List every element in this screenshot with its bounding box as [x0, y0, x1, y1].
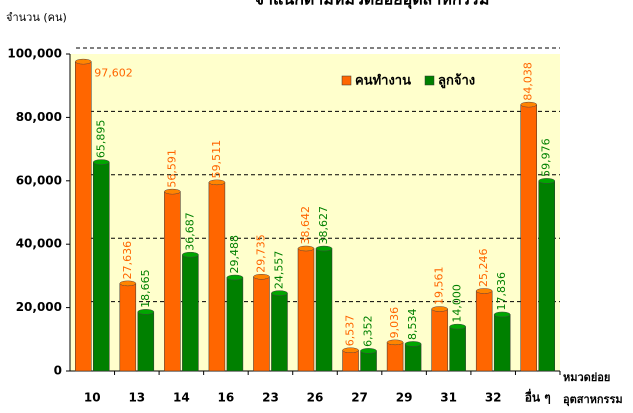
x-tick-label: 16 — [218, 391, 235, 405]
bar — [386, 342, 404, 372]
bar-top — [538, 178, 555, 184]
bar — [119, 283, 137, 372]
x-tick-label: 32 — [485, 391, 502, 405]
y-axis-label: จำนวน (คน) — [6, 11, 67, 24]
data-label: 6,352 — [362, 315, 375, 347]
bar — [182, 254, 199, 372]
chart-title: จำแนกตามหมวดย่อยอุตสาหกรรม — [255, 0, 490, 10]
data-label: 65,895 — [94, 120, 107, 159]
bar-top — [119, 280, 137, 287]
bar — [520, 104, 537, 372]
bar — [93, 161, 110, 372]
x-tick-label: 29 — [396, 391, 413, 405]
y-tick-label: 0 — [54, 364, 62, 378]
data-label: 29,488 — [228, 235, 241, 274]
bar — [538, 180, 555, 372]
bar — [253, 276, 270, 372]
data-label: 84,038 — [522, 62, 535, 101]
y-tick-label: 40,000 — [16, 237, 62, 251]
data-label: 97,602 — [94, 67, 133, 80]
bar — [493, 314, 511, 372]
data-label: 8,534 — [406, 308, 419, 340]
legend-label: ลูกจ้าง — [438, 73, 475, 89]
bar — [164, 191, 181, 372]
x-tick-label: 23 — [262, 391, 279, 405]
bar-top — [475, 288, 493, 294]
data-label: 17,836 — [495, 272, 508, 311]
legend-swatch — [424, 75, 435, 86]
x-tick-label: 26 — [307, 391, 324, 405]
bar — [297, 248, 315, 372]
bar-top — [182, 251, 199, 258]
bar-top — [253, 273, 270, 280]
bar-top — [520, 101, 537, 108]
data-label: 59,976 — [540, 138, 553, 177]
bar — [75, 61, 92, 372]
bar-top — [342, 347, 359, 354]
x-axis-label: หมวดย่อย — [563, 371, 610, 384]
bar — [208, 182, 226, 372]
x-tick-label: 27 — [351, 391, 368, 405]
bar-top — [164, 188, 181, 195]
bar — [137, 311, 155, 372]
data-label: 9,036 — [388, 307, 401, 339]
bar — [431, 308, 448, 372]
x-tick-label: 10 — [84, 391, 101, 405]
data-label: 14,000 — [451, 284, 464, 323]
data-label: 36,687 — [183, 212, 196, 251]
data-label: 29,735 — [254, 234, 267, 273]
bar-top — [386, 339, 404, 346]
data-label: 56,591 — [165, 149, 178, 188]
data-label: 38,627 — [317, 206, 330, 245]
data-label: 18,665 — [139, 269, 152, 308]
x-axis-label: อุตสาหกรรม — [563, 393, 623, 407]
bar — [315, 248, 333, 372]
data-label: 24,557 — [272, 251, 285, 290]
bar-top — [297, 245, 315, 252]
bar-top — [431, 306, 448, 312]
bar-top — [226, 274, 244, 281]
legend-label: คนทำงาน — [355, 73, 411, 89]
bar-top — [449, 323, 466, 330]
bar-top — [360, 348, 377, 354]
data-label: 59,511 — [210, 140, 223, 179]
bar-top — [93, 159, 110, 165]
x-tick-label: 13 — [128, 391, 145, 405]
bar-top — [493, 311, 511, 318]
bar-top — [271, 290, 288, 296]
y-tick-label: 100,000 — [7, 47, 62, 61]
data-label: 6,537 — [344, 315, 357, 347]
bar-top — [137, 309, 155, 315]
y-tick-label: 60,000 — [16, 173, 62, 187]
bar — [360, 350, 377, 372]
bar — [342, 350, 359, 372]
legend-swatch — [341, 75, 352, 86]
bar-top — [208, 179, 226, 186]
y-tick-label: 20,000 — [16, 300, 62, 314]
data-label: 25,246 — [477, 248, 490, 287]
bar — [271, 292, 288, 372]
bar — [449, 326, 466, 372]
y-tick-label: 80,000 — [16, 110, 62, 124]
data-label: 38,642 — [299, 206, 312, 245]
bar — [404, 343, 422, 372]
bar-top — [315, 245, 333, 252]
bar-top — [404, 341, 422, 347]
bar-top — [75, 58, 92, 65]
x-tick-label: อื่น ๆ — [525, 389, 551, 405]
bar — [475, 290, 493, 372]
data-label: 19,561 — [433, 266, 446, 305]
bar — [226, 277, 244, 372]
x-tick-label: 31 — [440, 391, 457, 405]
x-tick-label: 14 — [173, 391, 190, 405]
data-label: 27,636 — [121, 241, 134, 280]
